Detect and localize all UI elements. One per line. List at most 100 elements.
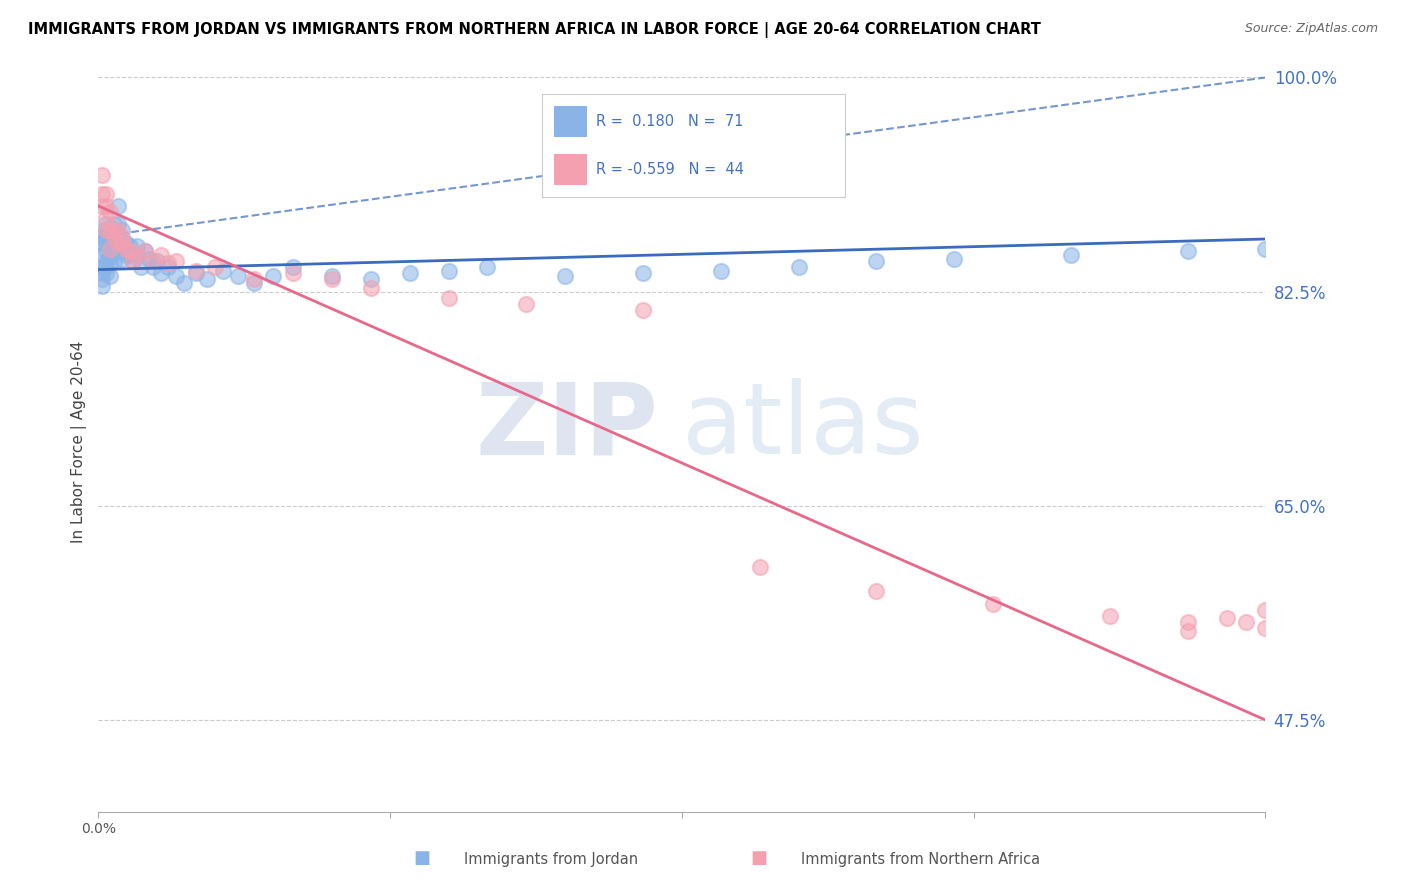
Point [631,303,654,318]
Point [360,272,382,286]
Point [111,235,134,250]
Point [91,248,114,262]
Point [107,217,129,231]
Point [1177,244,1199,259]
Point [1254,621,1277,635]
Point [122,254,145,268]
Point [184,266,207,280]
Point [98,256,121,270]
Point [243,276,266,290]
Point [1254,603,1277,617]
Point [91,229,114,244]
Point [91,278,114,293]
Point [114,242,136,256]
Point [91,266,114,280]
Point [149,266,172,280]
Point [321,268,343,283]
Point [111,223,134,237]
Point [107,199,129,213]
Point [96,266,118,280]
Point [98,229,121,244]
Point [103,223,125,237]
Point [96,254,118,268]
Point [91,235,114,250]
Text: Source: ZipAtlas.com: Source: ZipAtlas.com [1244,22,1378,36]
Text: Immigrants from Northern Africa: Immigrants from Northern Africa [801,852,1040,867]
Point [114,248,136,262]
Point [98,223,121,237]
Point [228,268,250,283]
Point [127,248,149,262]
Point [437,291,460,305]
Point [96,229,118,244]
Point [127,248,149,262]
Point [1098,608,1121,623]
Text: atlas: atlas [682,378,924,475]
Point [98,205,121,219]
Point [107,223,129,237]
Point [212,264,235,278]
Text: ■: ■ [751,849,768,867]
Point [710,264,733,278]
Point [515,297,537,311]
Point [96,223,118,237]
Point [91,260,114,275]
Point [134,244,156,259]
Point [91,169,114,183]
Point [96,199,118,213]
Point [134,244,156,259]
Point [1254,242,1277,256]
Point [118,244,141,259]
Point [91,199,114,213]
Point [1060,248,1083,262]
Point [91,272,114,286]
Point [865,584,887,599]
Point [118,239,141,253]
Point [243,272,266,286]
Point [165,254,187,268]
Point [118,248,141,262]
Point [477,260,499,275]
Point [107,229,129,244]
Point [157,260,180,275]
Point [281,266,304,280]
Point [262,268,284,283]
Point [96,211,118,226]
Point [1215,611,1237,625]
Point [173,276,195,290]
Point [146,254,169,268]
Point [165,268,187,283]
Text: ■: ■ [413,849,430,867]
Point [96,223,118,237]
Point [103,254,125,268]
Point [111,229,134,244]
Point [96,235,118,250]
Point [437,264,460,278]
Point [107,244,129,259]
Point [281,260,304,275]
Point [91,186,114,201]
Point [107,239,129,253]
Point [554,268,576,283]
Point [98,229,121,244]
Point [981,597,1004,611]
Point [787,260,810,275]
Point [321,272,343,286]
Point [149,248,172,262]
Point [96,260,118,275]
Point [103,217,125,231]
Point [122,254,145,268]
Point [98,248,121,262]
Point [129,260,152,275]
Point [103,229,125,244]
Text: IMMIGRANTS FROM JORDAN VS IMMIGRANTS FROM NORTHERN AFRICA IN LABOR FORCE | AGE 2: IMMIGRANTS FROM JORDAN VS IMMIGRANTS FRO… [28,22,1040,38]
Point [398,266,420,280]
Point [1177,615,1199,629]
Point [96,244,118,259]
Point [103,229,125,244]
Point [1234,615,1257,629]
Point [631,266,654,280]
Text: ZIP: ZIP [475,378,658,475]
Point [184,264,207,278]
Point [943,252,966,266]
